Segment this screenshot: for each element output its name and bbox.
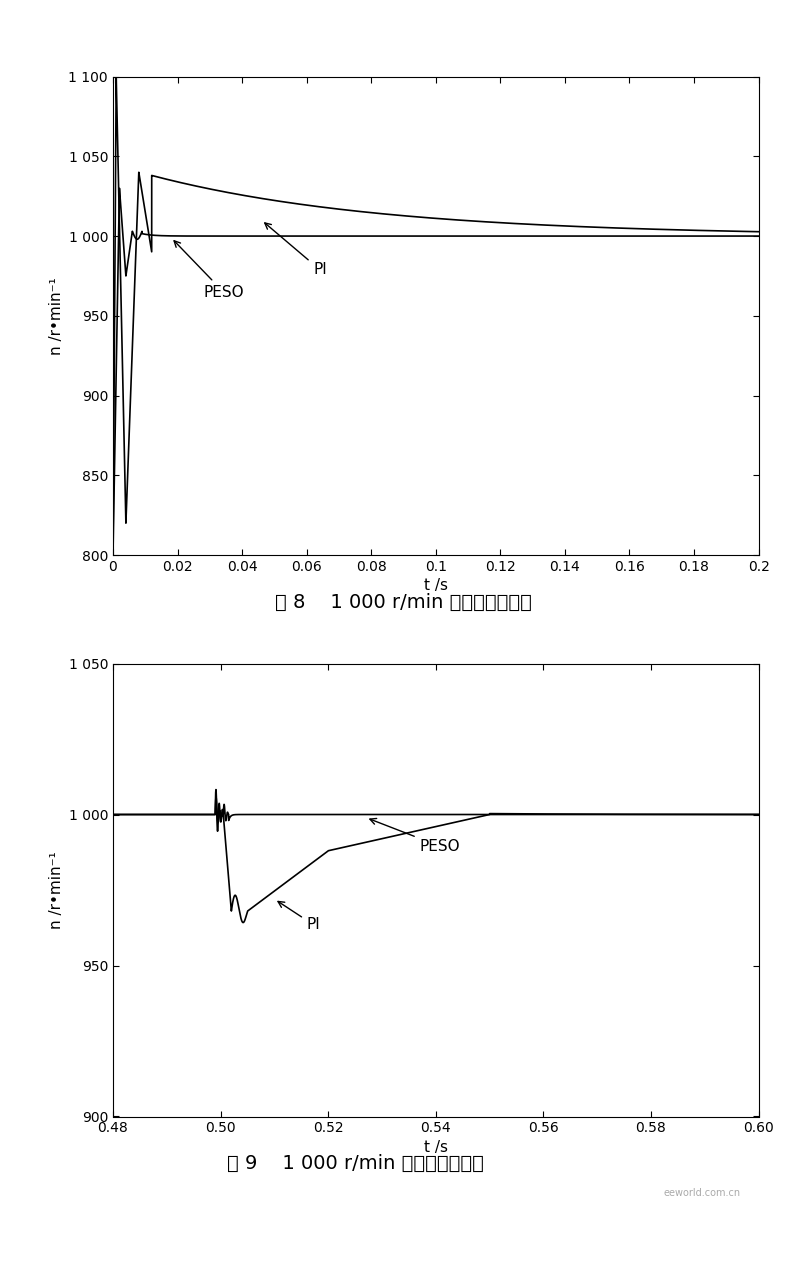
- X-axis label: t /s: t /s: [424, 578, 448, 593]
- X-axis label: t /s: t /s: [424, 1139, 448, 1155]
- Text: PESO: PESO: [370, 818, 460, 854]
- Y-axis label: n /r•min⁻¹: n /r•min⁻¹: [49, 851, 65, 929]
- Text: eeworld.com.cn: eeworld.com.cn: [663, 1188, 741, 1198]
- Text: 图 9    1 000 r/min 时的抗扰对比图: 图 9 1 000 r/min 时的抗扰对比图: [227, 1155, 483, 1173]
- Text: 图 8    1 000 r/min 时的起动对比图: 图 8 1 000 r/min 时的起动对比图: [275, 593, 532, 611]
- Text: PI: PI: [278, 901, 320, 933]
- Text: PI: PI: [265, 223, 327, 277]
- Y-axis label: n /r•min⁻¹: n /r•min⁻¹: [49, 277, 65, 355]
- Text: PESO: PESO: [174, 241, 244, 300]
